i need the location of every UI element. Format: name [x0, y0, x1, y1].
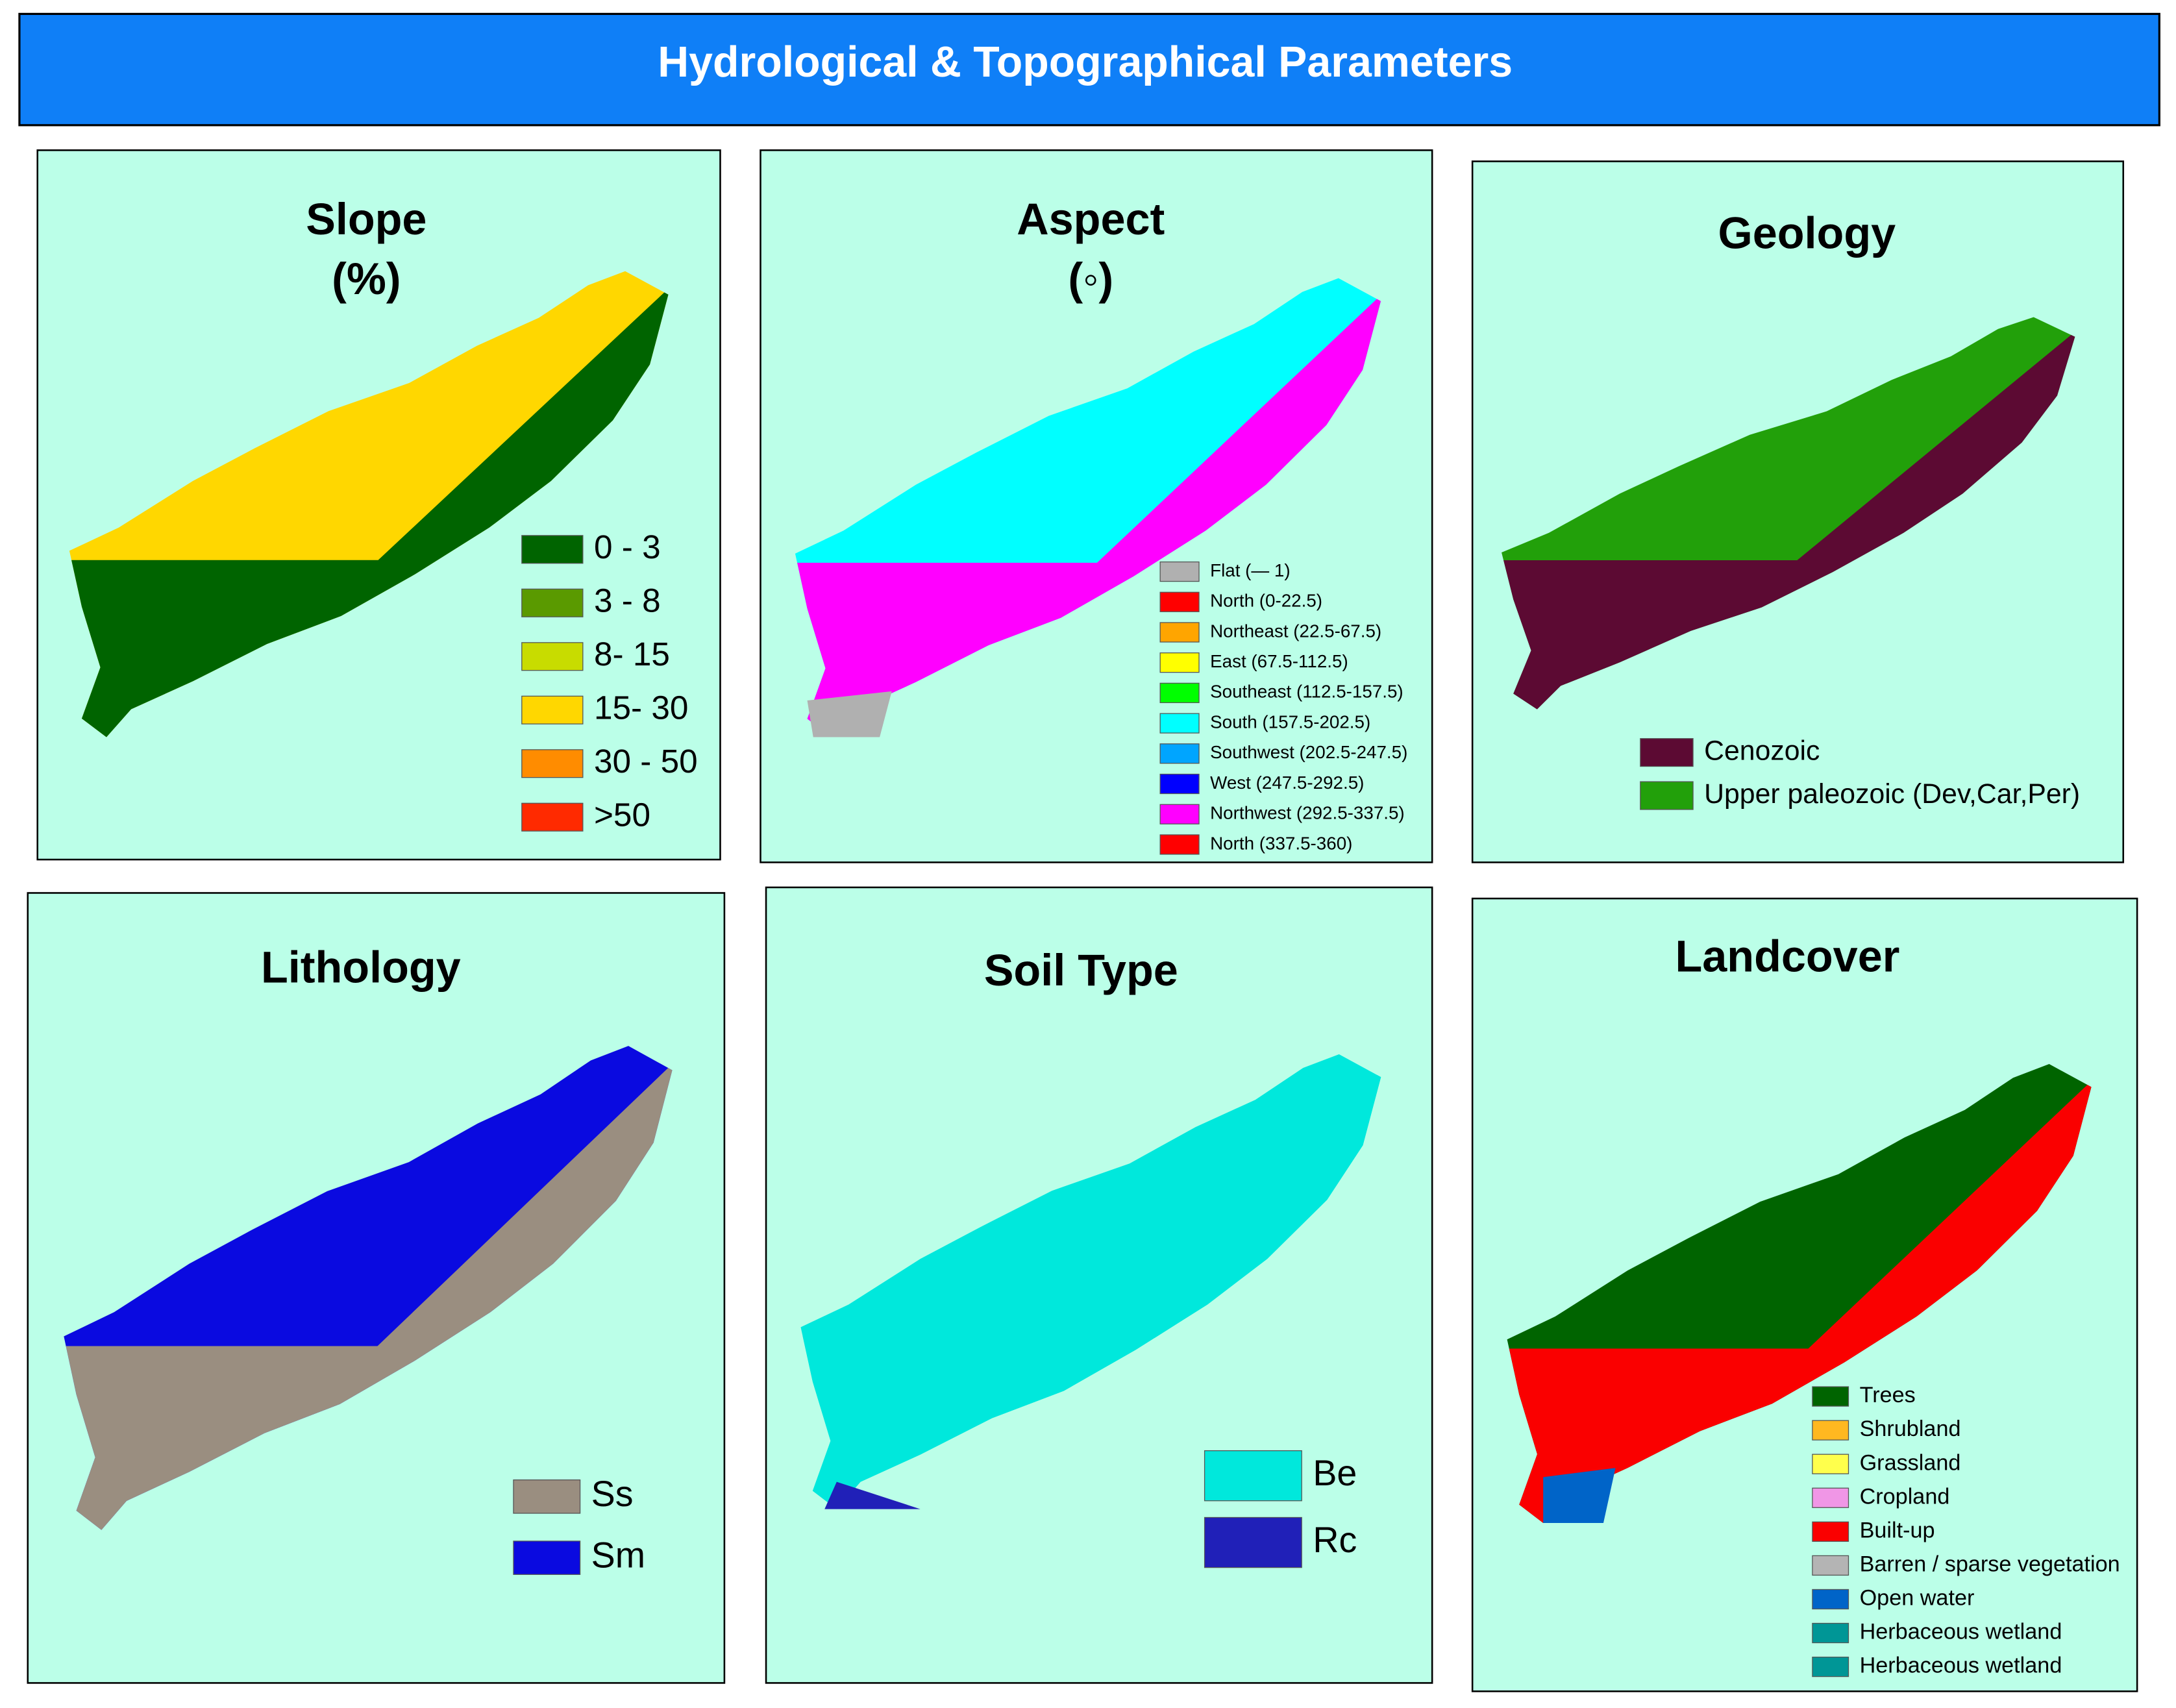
map-patch: [824, 1481, 921, 1509]
header-bar: [18, 12, 2160, 127]
legend-label: Barren / sparse vegetation: [1860, 1552, 2120, 1576]
legend-swatch: [1159, 834, 1200, 855]
legend-label: East (67.5-112.5): [1210, 651, 1348, 671]
map-panel: Soil Type Be Rc: [765, 886, 1433, 1684]
legend-swatch: [521, 642, 584, 671]
panel-title: Landcover: [1675, 931, 1899, 981]
legend-swatch: [513, 1541, 581, 1575]
legend-swatch: [1812, 1589, 1849, 1610]
legend-label: Herbaceous wetland: [1860, 1620, 2062, 1644]
legend-label: 0 - 3: [594, 528, 661, 565]
legend-label: Southeast (112.5-157.5): [1210, 682, 1403, 702]
panel-title: Lithology: [261, 943, 461, 993]
legend-label: North (337.5-360): [1210, 833, 1352, 853]
legend-swatch: [1812, 1420, 1849, 1441]
map-patch: [807, 691, 892, 737]
legend-label: Upper paleozoic (Dev,Car,Per): [1704, 778, 2080, 810]
legend-swatch: [521, 588, 584, 617]
legend-swatch: [1812, 1487, 1849, 1508]
panel-title: Aspect: [1017, 194, 1165, 244]
legend-label: 30 - 50: [594, 743, 698, 780]
legend-label: Flat (— 1): [1210, 560, 1290, 580]
legend-label: Trees: [1860, 1383, 1916, 1407]
legend-swatch: [1812, 1521, 1849, 1542]
legend-swatch: [1159, 591, 1200, 612]
legend-label: Herbaceous wetland: [1860, 1653, 2062, 1678]
legend-swatch: [1159, 743, 1200, 764]
legend-label: Open water: [1860, 1585, 1975, 1610]
map-panel: Lithology Ss Sm: [27, 892, 726, 1684]
legend-swatch: [1204, 1516, 1302, 1568]
legend-swatch: [521, 802, 584, 832]
legend-label: 8- 15: [594, 636, 670, 673]
map-panel: Slope (%) 0 - 3 3 - 8 8- 15 15- 30 30 - 50 >50: [36, 149, 721, 861]
map-panel: Landcover Trees Shrubland Grassland Cropland…: [1471, 897, 2138, 1692]
legend-swatch: [1159, 682, 1200, 704]
legend-label: >50: [594, 796, 650, 833]
legend-label: Rc: [1313, 1520, 1357, 1560]
legend-swatch: [1640, 781, 1694, 810]
map-panel: Geology Cenozoic Upper paleozoic (Dev,Car,…: [1471, 160, 2125, 863]
legend-swatch: [1159, 622, 1200, 643]
panel-subtitle: (%): [332, 254, 401, 304]
legend-swatch: [1812, 1622, 1849, 1644]
legend-label: Shrubland: [1860, 1417, 1961, 1441]
legend-swatch: [1159, 652, 1200, 673]
map-panel: Aspect (◦) Flat (— 1) North (0-22.5) Northea…: [760, 149, 1433, 863]
legend-label: Southwest (202.5-247.5): [1210, 742, 1407, 762]
legend-label: Northwest (292.5-337.5): [1210, 803, 1405, 823]
legend-label: Northeast (22.5-67.5): [1210, 621, 1381, 641]
legend-label: Sm: [591, 1535, 645, 1575]
legend-swatch: [513, 1479, 581, 1514]
legend-swatch: [521, 695, 584, 724]
legend-swatch: [1159, 773, 1200, 795]
legend-swatch: [521, 535, 584, 564]
legend-label: Be: [1313, 1453, 1357, 1493]
legend-label: Cropland: [1860, 1484, 1950, 1509]
map-patch: [1543, 1468, 1616, 1524]
legend-swatch: [1812, 1386, 1849, 1407]
legend-swatch: [1812, 1555, 1849, 1576]
legend-swatch: [1640, 738, 1694, 767]
legend-label: West (247.5-292.5): [1210, 773, 1364, 793]
header-title: Hydrological & Topographical Parameters: [658, 38, 1513, 86]
legend-label: Built-up: [1860, 1518, 1935, 1542]
legend-swatch: [1159, 713, 1200, 734]
legend-label: North (0-22.5): [1210, 591, 1322, 611]
legend-swatch: [1204, 1450, 1302, 1502]
legend-label: Ss: [591, 1474, 634, 1514]
legend-label: South (157.5-202.5): [1210, 712, 1370, 732]
panel-title: Slope: [306, 194, 427, 244]
panel-title: Soil Type: [984, 945, 1178, 995]
legend-swatch: [1812, 1656, 1849, 1677]
legend-swatch: [1159, 804, 1200, 824]
legend-swatch: [521, 749, 584, 778]
legend-label: Grassland: [1860, 1450, 1961, 1475]
legend-label: 3 - 8: [594, 582, 661, 619]
legend-label: Cenozoic: [1704, 735, 1820, 766]
legend-swatch: [1812, 1454, 1849, 1474]
panel-title: Geology: [1718, 208, 1896, 258]
legend-label: 15- 30: [594, 689, 688, 726]
legend-swatch: [1159, 561, 1200, 582]
panel-subtitle: (◦): [1068, 254, 1113, 304]
